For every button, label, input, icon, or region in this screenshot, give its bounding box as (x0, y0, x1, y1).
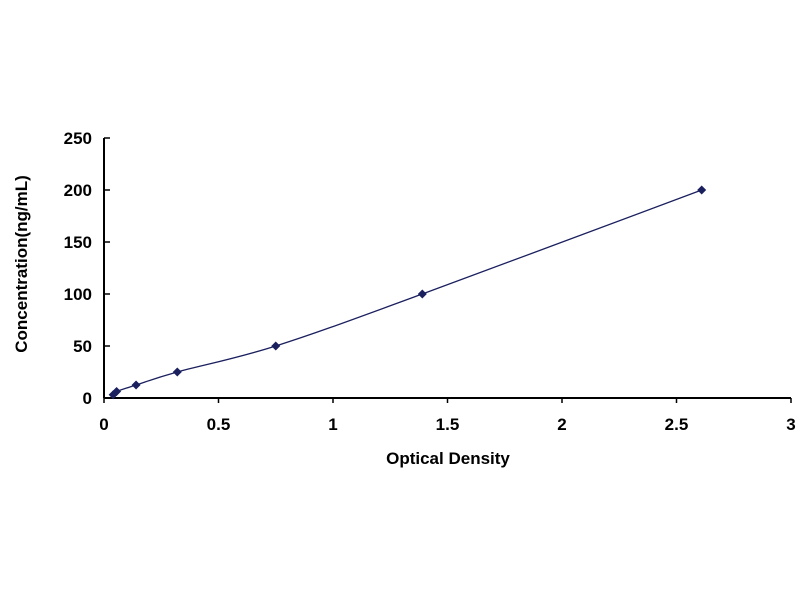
y-tick-labels: 0 50 100 150 200 250 (64, 129, 92, 408)
trend-line (112, 189, 702, 396)
y-axis-label: Concentration(ng/mL) (12, 175, 31, 353)
data-point (417, 289, 427, 299)
x-tick-label: 2 (557, 415, 566, 434)
data-point (697, 185, 707, 195)
axes (103, 137, 792, 403)
x-tick-label: 0 (99, 415, 108, 434)
data-series (108, 185, 707, 400)
y-tick-label: 150 (64, 233, 92, 252)
x-tick-labels: 0 0.5 1 1.5 2 2.5 3 (99, 415, 795, 434)
y-tick-label: 50 (73, 337, 92, 356)
x-axis-label: Optical Density (386, 449, 510, 468)
data-point (271, 341, 281, 351)
x-tick-label: 1.5 (436, 415, 460, 434)
y-tick-label: 100 (64, 285, 92, 304)
data-point (131, 380, 141, 390)
x-tick-label: 0.5 (207, 415, 231, 434)
y-tick-label: 250 (64, 129, 92, 148)
y-tick-label: 200 (64, 181, 92, 200)
x-tick-label: 3 (786, 415, 795, 434)
x-tick-label: 1 (328, 415, 337, 434)
y-tick-label: 0 (83, 389, 92, 408)
data-point (172, 367, 182, 377)
x-tick-label: 2.5 (665, 415, 689, 434)
data-point (112, 387, 122, 396)
